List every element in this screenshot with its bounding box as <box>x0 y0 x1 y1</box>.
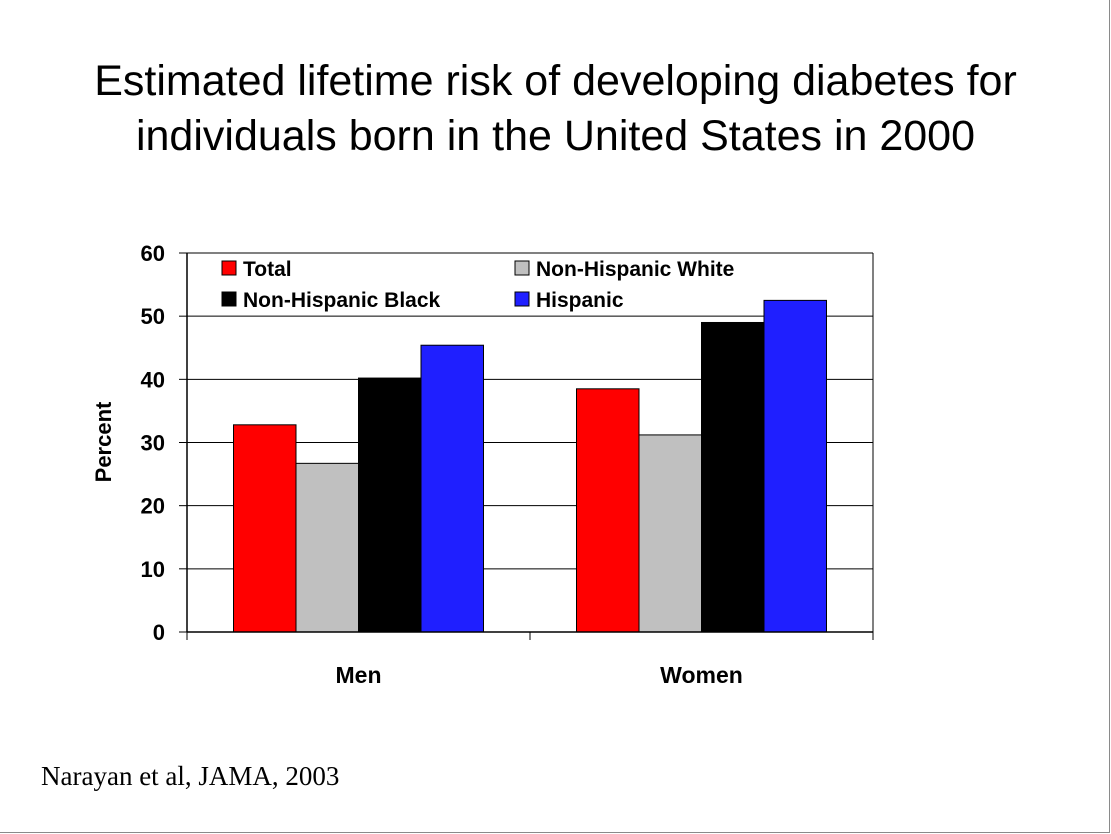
x-category-label: Women <box>660 662 743 688</box>
legend-label: Non-Hispanic White <box>536 258 734 281</box>
y-tick-label: 0 <box>153 620 165 645</box>
legend-label: Non-Hispanic Black <box>243 289 441 312</box>
legend-swatch <box>514 291 530 307</box>
legend-label: Hispanic <box>536 289 624 312</box>
y-tick-label: 10 <box>141 557 165 582</box>
y-tick-label: 50 <box>141 304 165 329</box>
legend-swatch <box>221 260 237 276</box>
bar-men-total <box>233 424 297 633</box>
bar-men-non-hispanic-white <box>295 462 359 633</box>
y-tick-label: 40 <box>141 367 165 392</box>
y-axis-label: Percent <box>91 401 116 482</box>
y-tick-labels: 0 10 20 30 40 50 60 <box>141 241 165 645</box>
bar-men-hispanic <box>420 344 484 633</box>
bar-women-non-hispanic-black <box>701 321 765 633</box>
bar-women-hispanic <box>763 299 827 633</box>
y-tick-label: 60 <box>141 241 165 266</box>
slide-title: Estimated lifetime risk of developing di… <box>0 54 1111 164</box>
bar-men-non-hispanic-black <box>358 377 422 633</box>
legend-label: Total <box>243 258 292 281</box>
bars <box>233 299 827 633</box>
x-category-label: Men <box>336 662 382 688</box>
y-tick-label: 20 <box>141 494 165 519</box>
x-category-labels: Men Women <box>336 662 743 688</box>
axes <box>179 252 874 640</box>
title-line-1: Estimated lifetime risk of developing di… <box>94 57 1017 105</box>
title-line-2: individuals born in the United States in… <box>135 112 976 160</box>
legend-swatch <box>514 260 530 276</box>
legend: Total Non-Hispanic White Non-Hispanic Blac… <box>221 258 734 312</box>
bar-women-non-hispanic-white <box>638 434 702 633</box>
legend-swatch <box>221 291 237 307</box>
source-citation: Narayan et al, JAMA, 2003 <box>41 761 340 791</box>
y-tick-label: 30 <box>141 431 165 456</box>
bar-women-total <box>576 388 640 633</box>
